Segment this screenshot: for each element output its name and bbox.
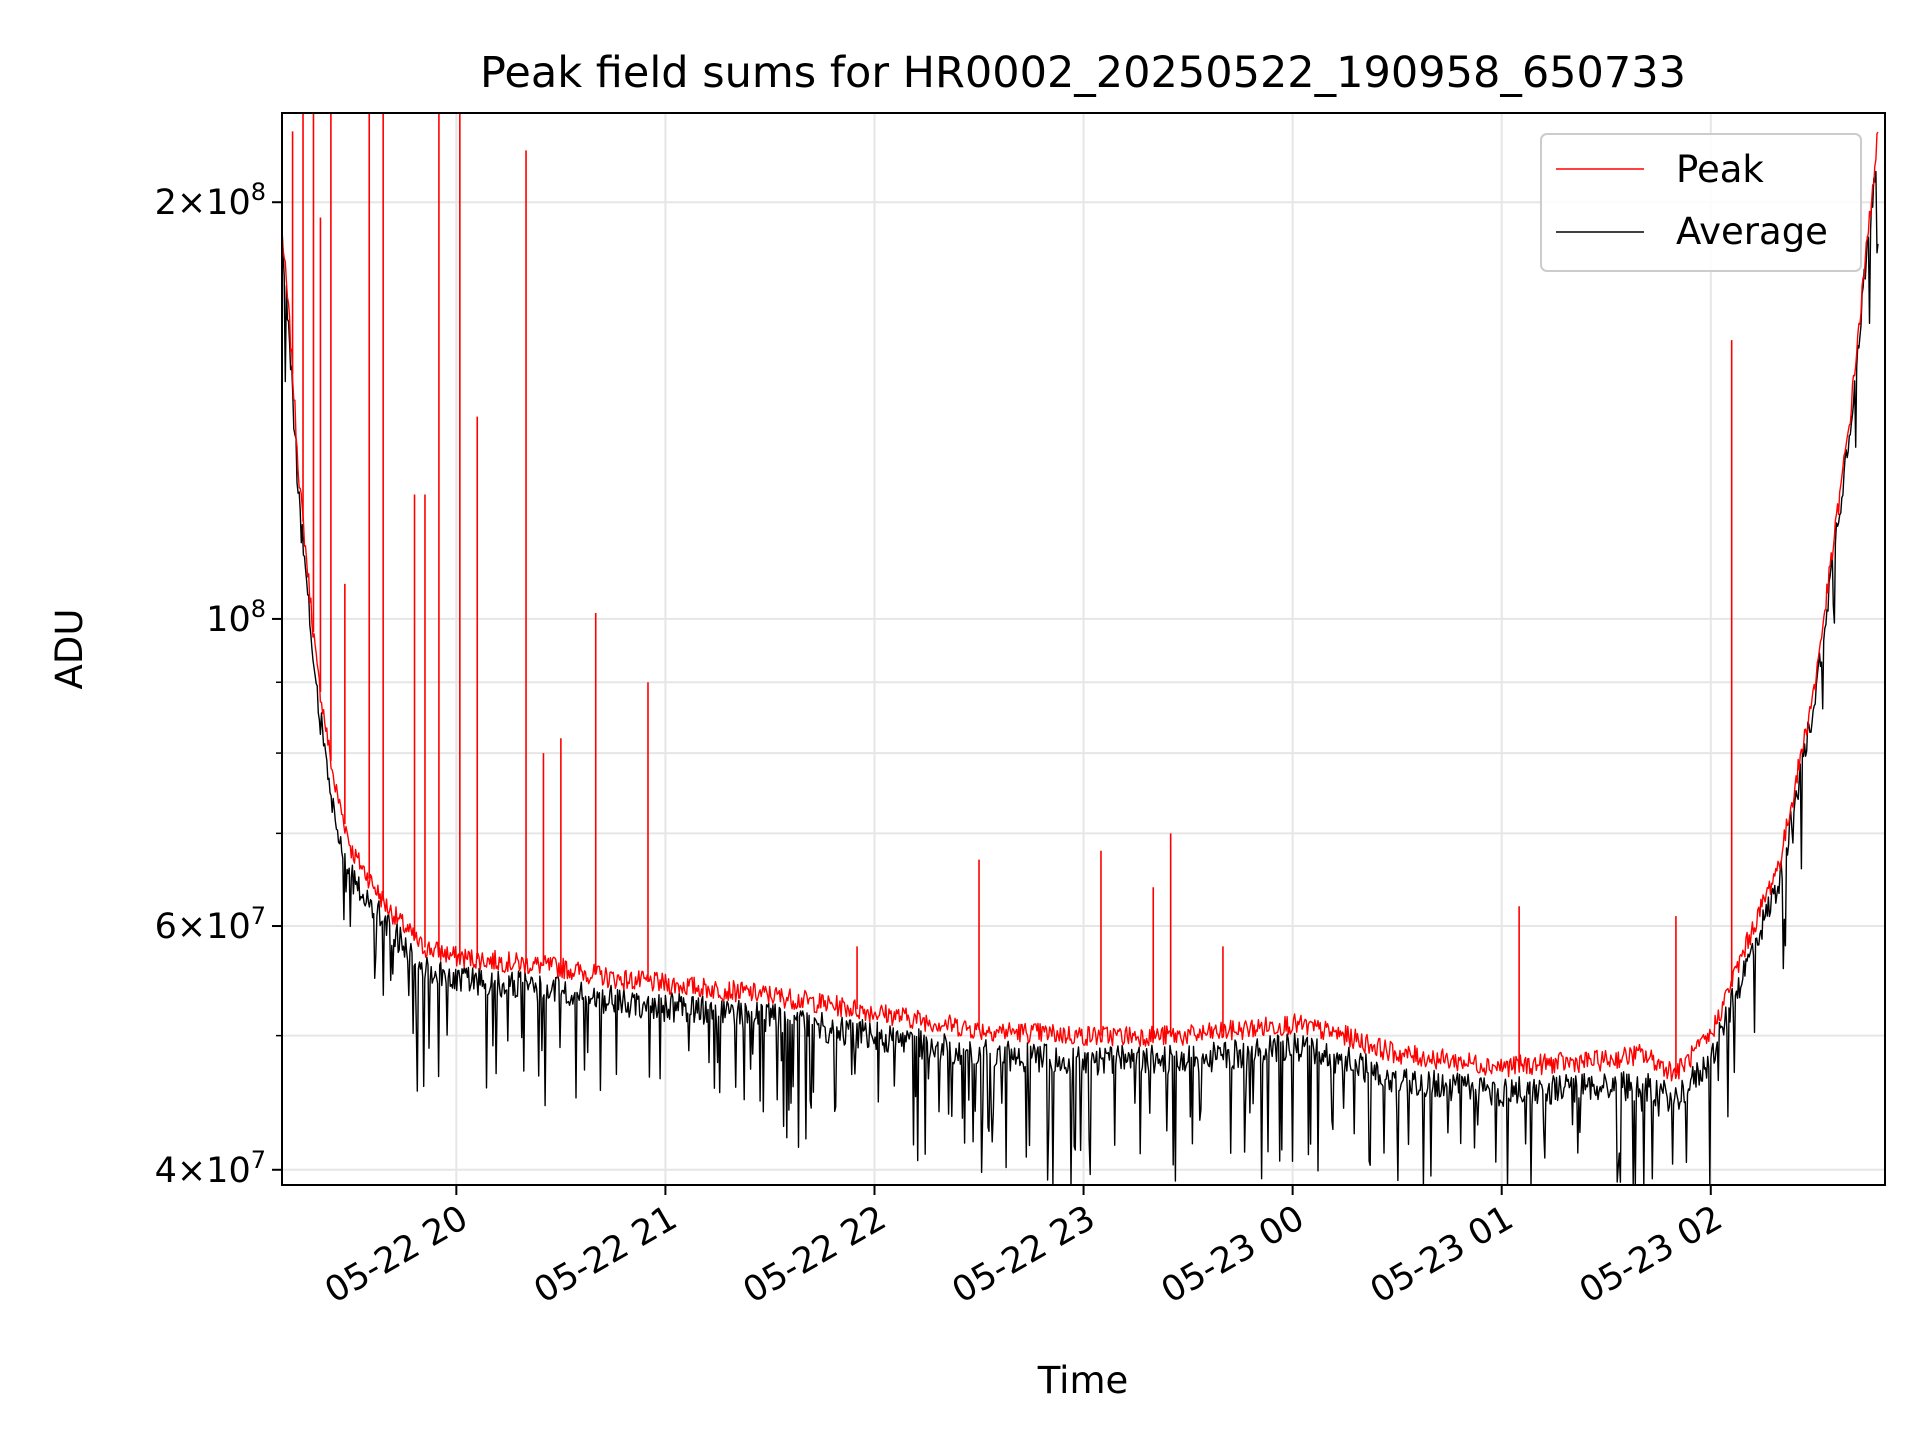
- y-tick-label: 6×107: [155, 902, 266, 947]
- series-average-line: [281, 170, 1879, 1186]
- legend: Peak Average: [1540, 133, 1862, 272]
- x-axis: 05-22 20 05-22 21 05-22 22 05-22 23 05-23 00…: [319, 1185, 1729, 1311]
- legend-label-peak: Peak: [1676, 148, 1764, 191]
- x-tick-label: 05-23 00: [1155, 1198, 1311, 1311]
- x-tick-label: 05-22 20: [319, 1198, 475, 1311]
- y-tick-label: 108: [206, 595, 266, 640]
- y-axis-label: ADU: [48, 609, 91, 690]
- y-axis: 4×107 6×107 108 2×108: [155, 178, 282, 1191]
- y-tick-label: 4×107: [155, 1146, 266, 1191]
- x-tick-label: 05-22 23: [946, 1198, 1102, 1311]
- x-tick-label: 05-22 21: [528, 1198, 684, 1311]
- series-peak-line: [281, 131, 1879, 1082]
- series-layer: [281, 113, 1879, 1186]
- chart-title: Peak field sums for HR0002_20250522_1909…: [480, 48, 1686, 98]
- x-tick-label: 05-22 22: [737, 1198, 893, 1311]
- y-tick-label: 2×108: [155, 178, 266, 223]
- x-axis-label: Time: [1037, 1359, 1129, 1402]
- x-tick-label: 05-23 01: [1364, 1198, 1520, 1311]
- x-tick-label: 05-23 02: [1573, 1198, 1729, 1311]
- legend-label-average: Average: [1676, 210, 1828, 253]
- grid: [282, 113, 1885, 1185]
